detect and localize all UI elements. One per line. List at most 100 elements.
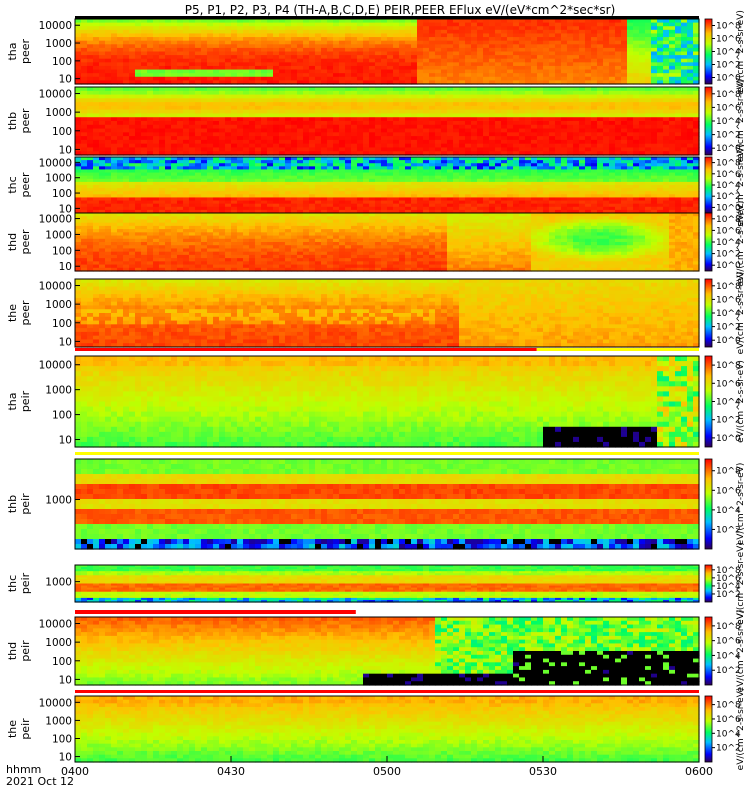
heatmap-cell [345, 80, 352, 85]
heatmap-cell [255, 200, 262, 205]
heatmap-cell [327, 181, 334, 186]
heatmap-cell [159, 197, 166, 202]
heatmap-cell [465, 136, 472, 141]
heatmap-cell [465, 194, 472, 199]
heatmap-cell [585, 113, 592, 118]
heatmap-cell [249, 26, 256, 31]
heatmap-cell [399, 157, 406, 161]
heatmap-cell [381, 73, 388, 78]
heatmap-cell [345, 132, 352, 137]
heatmap-cell [153, 147, 160, 152]
heatmap-cell [621, 109, 628, 115]
heatmap-cell [447, 124, 454, 130]
heatmap-cell [579, 80, 586, 85]
heatmap-cell [219, 26, 226, 31]
heatmap-cell [201, 143, 208, 149]
heatmap-cell [543, 29, 550, 35]
heatmap-cell [93, 160, 100, 164]
heatmap-cell [87, 19, 94, 24]
heatmap-cell [537, 65, 544, 71]
heatmap-cell [399, 151, 406, 156]
heatmap-cell [393, 37, 400, 42]
heatmap-cell [639, 113, 646, 118]
heatmap-cell [423, 172, 430, 177]
heatmap-cell [465, 121, 472, 126]
heatmap-cell [459, 139, 466, 145]
heatmap-cell [249, 191, 256, 195]
heatmap-cell [225, 37, 232, 42]
heatmap-cell [141, 98, 148, 103]
heatmap-cell [411, 55, 418, 60]
heatmap-cell [603, 73, 610, 78]
heatmap-cell [609, 94, 616, 99]
heatmap-cell [591, 26, 598, 31]
heatmap-cell [261, 136, 268, 141]
heatmap-cell [363, 40, 370, 45]
heatmap-cell [93, 65, 100, 71]
heatmap-cell [351, 29, 358, 35]
heatmap-cell [357, 188, 364, 192]
heatmap-cell [657, 40, 664, 45]
heatmap-cell [429, 188, 436, 192]
heatmap-cell [303, 132, 310, 137]
heatmap-cell [363, 105, 370, 111]
heatmap-cell [573, 22, 580, 27]
y-tick-label: 100 [52, 126, 72, 138]
heatmap-cell [357, 132, 364, 137]
heatmap-cell [333, 51, 340, 56]
heatmap-cell [93, 51, 100, 56]
heatmap-cell [231, 80, 238, 85]
heatmap-cell [495, 51, 502, 56]
heatmap-cell [303, 185, 310, 189]
heatmap-cell [129, 160, 136, 164]
heatmap-cell [405, 22, 412, 27]
heatmap-cell [75, 51, 82, 56]
heatmap-cell [111, 40, 118, 45]
heatmap-cell [327, 151, 334, 156]
heatmap-cell [651, 113, 658, 118]
heatmap-cell [111, 33, 118, 38]
heatmap-cell [477, 76, 484, 81]
heatmap-cell [333, 163, 340, 167]
heatmap-cell [501, 65, 508, 71]
heatmap-cell [177, 132, 184, 137]
heatmap-cell [177, 124, 184, 130]
heatmap-cell [213, 181, 220, 186]
heatmap-cell [447, 169, 454, 174]
heatmap-cell [477, 33, 484, 38]
heatmap-cell [645, 19, 652, 24]
heatmap-cell [213, 157, 220, 161]
heatmap-cell [183, 185, 190, 189]
heatmap-cell [141, 181, 148, 186]
heatmap-cell [489, 62, 496, 67]
heatmap-cell [369, 94, 376, 99]
heatmap-cell [171, 157, 178, 161]
heatmap-cell [225, 47, 232, 53]
heatmap-cell [609, 33, 616, 38]
heatmap-cell [99, 22, 106, 27]
heatmap-cell [411, 203, 418, 208]
heatmap-cell [399, 185, 406, 189]
heatmap-cell [381, 206, 388, 211]
heatmap-cell [435, 44, 442, 49]
heatmap-cell [537, 117, 544, 122]
heatmap-cell [87, 51, 94, 56]
heatmap-cell [351, 169, 358, 174]
heatmap-cell [543, 136, 550, 141]
heatmap-cell [357, 124, 364, 130]
heatmap-cell [411, 65, 418, 71]
heatmap-cell [345, 206, 352, 211]
heatmap-cell [417, 172, 424, 177]
heatmap-cell [165, 69, 172, 74]
heatmap-cell [189, 209, 196, 214]
heatmap-cell [117, 76, 124, 81]
heatmap-cell [411, 19, 418, 24]
heatmap-cell [357, 62, 364, 67]
heatmap-cell [339, 185, 346, 189]
heatmap-cell [351, 121, 358, 126]
heatmap-cell [87, 94, 94, 99]
heatmap-cell [105, 40, 112, 45]
heatmap-cell [393, 209, 400, 214]
heatmap-cell [459, 51, 466, 56]
heatmap-cell [285, 181, 292, 186]
